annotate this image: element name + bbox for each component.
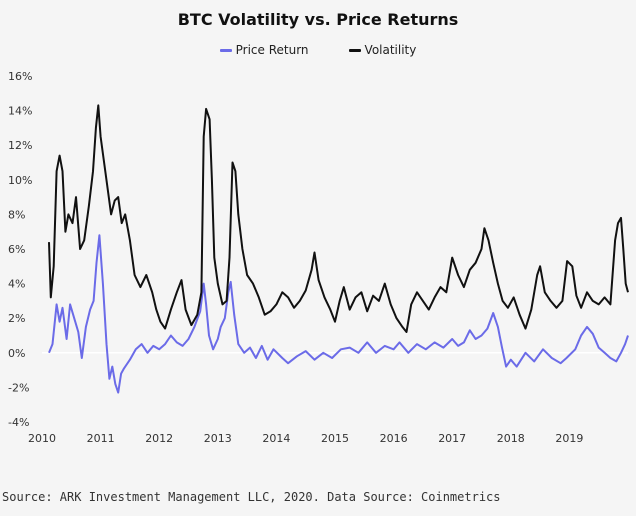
legend-item-price-return: Price Return: [219, 43, 309, 57]
y-tick-label: 4%: [8, 278, 25, 291]
x-tick-label: 2015: [321, 432, 349, 445]
legend-swatch-price-return: [219, 48, 232, 52]
x-tick-label: 2014: [262, 432, 290, 445]
x-tick-label: 2012: [145, 432, 173, 445]
x-tick-label: 2010: [28, 432, 56, 445]
legend-item-volatility: Volatility: [348, 43, 417, 57]
y-tick-label: 2%: [8, 312, 25, 325]
series-line-volatility: [48, 104, 629, 333]
legend-label-volatility: Volatility: [364, 43, 417, 57]
x-tick-label: 2013: [204, 432, 232, 445]
y-tick-label: 12%: [8, 139, 32, 152]
y-tick-label: 10%: [8, 174, 32, 187]
y-tick-label: 14%: [8, 105, 32, 118]
series-line-price-return: [48, 234, 629, 394]
chart-title: BTC Volatility vs. Price Returns: [177, 10, 459, 29]
y-tick-label: -2%: [8, 381, 29, 394]
source-note: Source: ARK Investment Management LLC, 2…: [2, 490, 501, 504]
y-tick-label: 0%: [8, 347, 25, 360]
x-tick-label: 2011: [87, 432, 115, 445]
x-tick-label: 2018: [497, 432, 525, 445]
y-tick-label: 16%: [8, 70, 32, 83]
y-tick-label: 8%: [8, 208, 25, 221]
y-tick-label: 6%: [8, 243, 25, 256]
x-tick-label: 2019: [555, 432, 583, 445]
legend-swatch-volatility: [348, 48, 361, 52]
legend-label-price-return: Price Return: [235, 43, 309, 57]
legend: Price Return Volatility: [0, 43, 636, 57]
x-tick-label: 2017: [438, 432, 466, 445]
x-tick-label: 2016: [380, 432, 408, 445]
y-tick-label: -4%: [8, 416, 29, 429]
